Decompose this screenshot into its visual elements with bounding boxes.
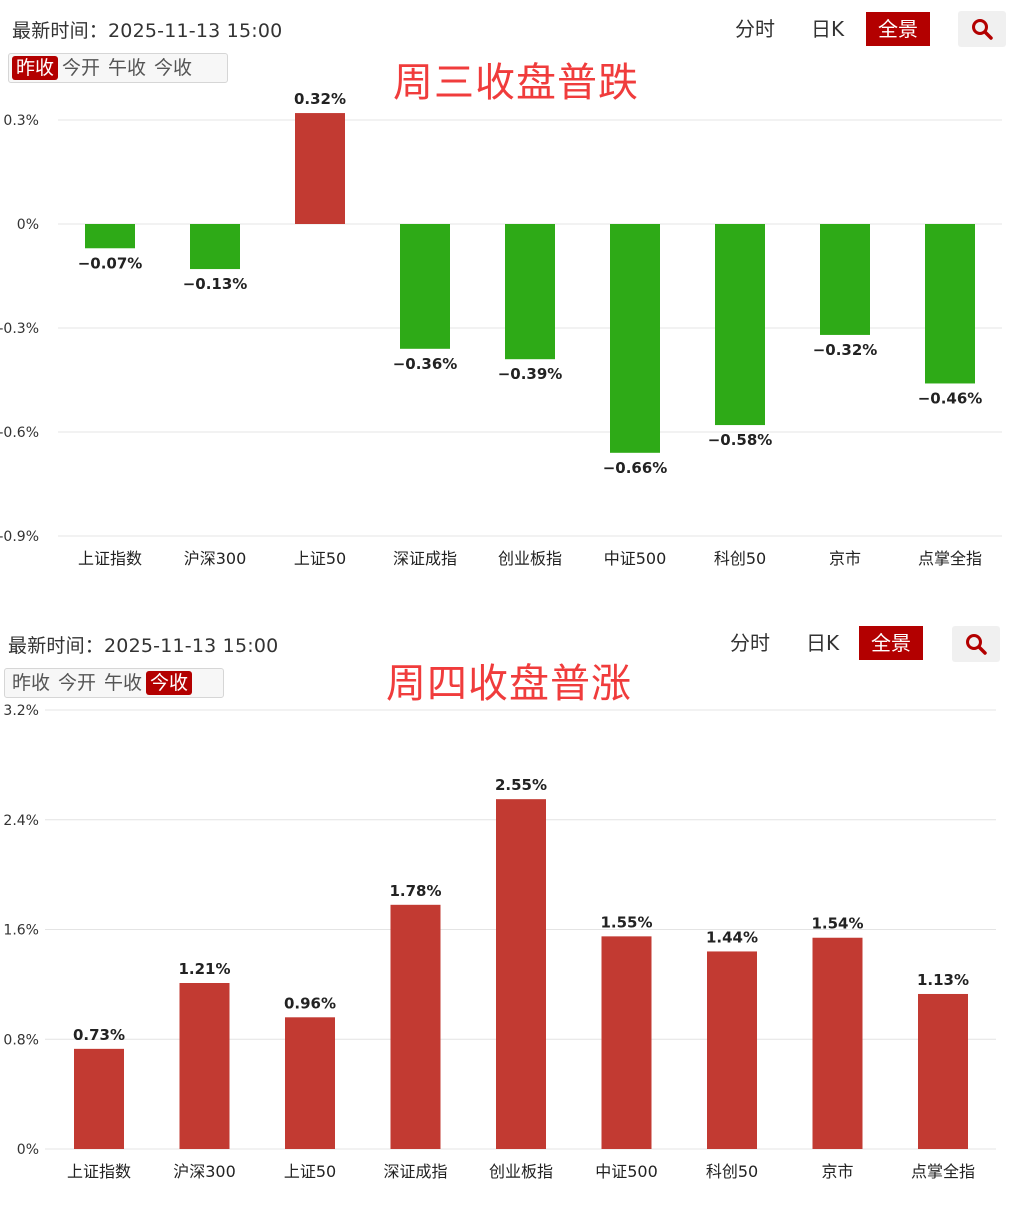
tab-quanjing[interactable]: 全景 (866, 12, 930, 46)
y-tick-label: -0.6% (0, 425, 39, 441)
y-tick-label: 1.6% (3, 923, 39, 939)
panel-thursday: 最新时间：2025-11-13 15:00 昨收 今开 午收 今收 分时 日K … (0, 600, 1026, 1208)
segment-today-close[interactable]: 今收 (154, 57, 193, 79)
headline: 周四收盘普涨 (386, 661, 632, 707)
bar (925, 224, 975, 384)
bar-chart-wednesday: 0.3% 0% -0.3% -0.6% -0.9% −0.07% 上证指数 −0.13% 沪深3… (0, 90, 1002, 568)
data-label: 1.55% (600, 913, 652, 931)
tab-rik[interactable]: 日K (806, 631, 840, 655)
data-label: 2.55% (495, 776, 547, 794)
x-tick-label: 点掌全指 (911, 1162, 975, 1181)
data-label: −0.66% (603, 459, 668, 477)
bar (610, 224, 660, 453)
y-tick-label: -0.9% (0, 529, 39, 545)
y-tick-label: 0.3% (3, 113, 39, 129)
data-label: 1.13% (917, 971, 969, 989)
data-label: −0.07% (78, 254, 143, 272)
segment-noon-close[interactable]: 午收 (104, 672, 143, 694)
tab-fenshi[interactable]: 分时 (730, 631, 770, 655)
search-icon (972, 19, 993, 40)
data-label: −0.58% (708, 431, 773, 449)
bar-chart-thursday: 3.2% 2.4% 1.6% 0.8% 0% 0.73% 上证指数 1.21% 沪深300 0.9… (3, 703, 996, 1181)
tab-rik[interactable]: 日K (811, 17, 845, 41)
x-tick-label: 京市 (829, 549, 861, 568)
panel-wednesday: 最新时间：2025-11-13 15:00 昨收 今开 午收 今收 分时 日K … (0, 0, 1026, 600)
x-tick-label: 点掌全指 (918, 549, 982, 568)
bar (505, 224, 555, 360)
segment-today-open[interactable]: 今开 (58, 672, 97, 694)
x-tick-label: 科创50 (714, 549, 766, 568)
segment-yesterday-close[interactable]: 昨收 (12, 56, 59, 80)
bar (820, 224, 870, 335)
segment-today-open[interactable]: 今开 (62, 57, 101, 79)
tab-quanjing[interactable]: 全景 (859, 626, 923, 660)
search-icon (966, 634, 987, 655)
x-tick-label: 创业板指 (489, 1162, 553, 1181)
bar (400, 224, 450, 349)
y-tick-label: 0.8% (3, 1032, 39, 1048)
latest-time: 最新时间：2025-11-13 15:00 (8, 635, 279, 657)
data-label: 1.78% (389, 882, 441, 900)
data-label: 1.54% (811, 915, 863, 933)
bar (190, 224, 240, 270)
latest-time: 最新时间：2025-11-13 15:00 (12, 20, 283, 42)
close-type-selector: 昨收 今开 午收 今收 (4, 668, 224, 698)
search-button[interactable] (958, 11, 1006, 47)
bar (812, 937, 863, 1149)
y-tick-label: 0% (17, 217, 39, 233)
data-label: −0.39% (498, 365, 563, 383)
x-tick-label: 上证指数 (67, 1162, 131, 1181)
x-tick-label: 京市 (821, 1162, 853, 1181)
x-tick-label: 沪深300 (173, 1162, 236, 1181)
bar (85, 224, 135, 249)
x-tick-label: 中证500 (595, 1162, 658, 1181)
data-label: 1.21% (178, 960, 230, 978)
y-tick-label: 2.4% (3, 813, 39, 829)
y-tick-label: 3.2% (3, 703, 39, 719)
data-label: −0.13% (183, 275, 248, 293)
segment-today-close[interactable]: 今收 (146, 671, 193, 695)
x-tick-label: 深证成指 (393, 549, 457, 568)
segment-noon-close[interactable]: 午收 (108, 57, 147, 79)
headline: 周三收盘普跌 (393, 60, 639, 106)
data-label: 0.32% (294, 90, 346, 108)
x-tick-label: 深证成指 (383, 1162, 447, 1181)
bar (74, 1048, 124, 1149)
search-button[interactable] (952, 626, 1000, 662)
bar (285, 1017, 335, 1149)
x-tick-label: 创业板指 (498, 549, 562, 568)
y-tick-label: 0% (17, 1142, 39, 1158)
bar (918, 993, 968, 1149)
bar (295, 113, 345, 224)
x-tick-label: 上证50 (284, 1162, 336, 1181)
bar (601, 936, 652, 1149)
bar (715, 224, 765, 426)
data-label: −0.32% (813, 341, 878, 359)
y-tick-label: -0.3% (0, 321, 39, 337)
x-tick-label: 上证50 (294, 549, 346, 568)
bar (707, 951, 757, 1149)
bar (179, 983, 230, 1149)
data-label: −0.36% (393, 355, 458, 373)
tab-fenshi[interactable]: 分时 (735, 17, 775, 41)
x-tick-label: 科创50 (706, 1162, 758, 1181)
x-tick-label: 上证指数 (78, 549, 142, 568)
segment-yesterday-close[interactable]: 昨收 (12, 672, 51, 694)
close-type-selector: 昨收 今开 午收 今收 (8, 53, 228, 83)
x-tick-label: 中证500 (604, 549, 667, 568)
x-tick-label: 沪深300 (184, 549, 247, 568)
data-label: 1.44% (706, 928, 758, 946)
bar (390, 904, 441, 1149)
data-label: −0.46% (918, 389, 983, 407)
data-label: 0.96% (284, 994, 336, 1012)
bar (496, 799, 546, 1149)
data-label: 0.73% (73, 1026, 125, 1044)
